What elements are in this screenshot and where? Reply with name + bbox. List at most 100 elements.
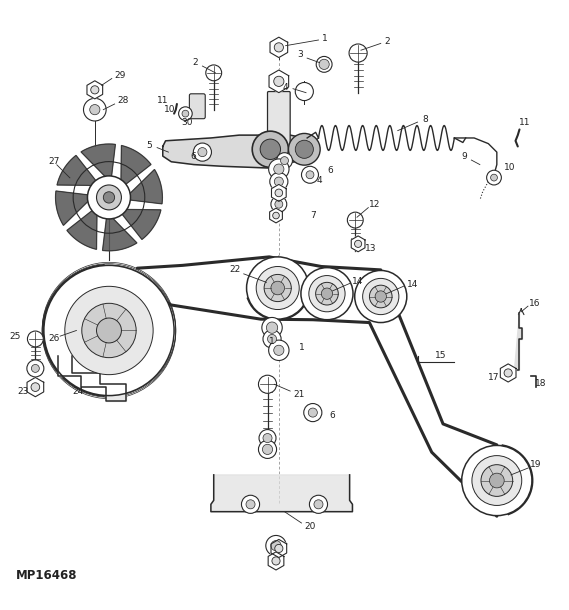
Circle shape: [267, 334, 277, 343]
Circle shape: [369, 285, 392, 308]
Circle shape: [273, 212, 279, 219]
Text: 20: 20: [304, 522, 316, 531]
Circle shape: [481, 465, 513, 497]
Text: 27: 27: [48, 157, 59, 166]
Text: 10: 10: [164, 105, 175, 114]
Circle shape: [31, 382, 40, 392]
Polygon shape: [27, 378, 44, 396]
Polygon shape: [269, 70, 288, 93]
Circle shape: [206, 65, 222, 81]
Text: MP16468: MP16468: [15, 569, 77, 582]
Circle shape: [82, 303, 136, 357]
Polygon shape: [81, 144, 116, 181]
Circle shape: [295, 82, 314, 101]
Circle shape: [306, 171, 314, 179]
Circle shape: [288, 134, 320, 165]
Circle shape: [65, 286, 153, 375]
Circle shape: [486, 170, 501, 185]
Text: 11: 11: [519, 118, 530, 127]
Circle shape: [270, 173, 288, 190]
Circle shape: [354, 240, 362, 248]
Circle shape: [275, 189, 283, 196]
Polygon shape: [102, 214, 137, 251]
Circle shape: [44, 265, 174, 396]
Text: 10: 10: [504, 163, 516, 173]
Polygon shape: [271, 539, 287, 558]
Polygon shape: [119, 209, 161, 239]
Text: 2: 2: [192, 58, 198, 67]
FancyBboxPatch shape: [267, 92, 290, 148]
Circle shape: [362, 278, 399, 315]
Text: 6: 6: [190, 152, 196, 161]
Circle shape: [309, 276, 345, 312]
Text: 1: 1: [299, 343, 304, 352]
Circle shape: [97, 318, 121, 343]
Text: 6: 6: [330, 411, 336, 420]
Circle shape: [88, 176, 130, 219]
Circle shape: [266, 536, 286, 556]
Circle shape: [347, 212, 363, 228]
Circle shape: [472, 456, 522, 506]
Circle shape: [259, 429, 276, 447]
Text: 2: 2: [385, 37, 390, 46]
Circle shape: [266, 322, 278, 333]
Circle shape: [246, 257, 309, 319]
Polygon shape: [211, 475, 352, 512]
Text: 15: 15: [435, 351, 446, 361]
Text: 4: 4: [283, 82, 288, 92]
Circle shape: [246, 500, 255, 509]
Circle shape: [316, 57, 332, 72]
Polygon shape: [514, 314, 522, 370]
Circle shape: [316, 282, 339, 305]
Text: 28: 28: [117, 96, 129, 105]
Polygon shape: [87, 81, 102, 99]
Text: 4: 4: [317, 176, 323, 185]
Text: 26: 26: [48, 334, 59, 343]
Text: 14: 14: [352, 277, 364, 285]
Text: 19: 19: [530, 460, 541, 469]
Text: 1: 1: [269, 337, 275, 346]
Text: 17: 17: [488, 373, 500, 382]
Text: 6: 6: [327, 166, 333, 174]
Circle shape: [241, 495, 259, 514]
Circle shape: [461, 445, 532, 515]
Text: 3: 3: [298, 50, 303, 59]
Polygon shape: [268, 552, 284, 570]
Circle shape: [504, 369, 512, 377]
Circle shape: [269, 340, 289, 361]
Circle shape: [274, 43, 283, 52]
Text: 30: 30: [182, 118, 193, 127]
Circle shape: [490, 174, 497, 181]
Circle shape: [354, 270, 407, 323]
Text: 29: 29: [114, 71, 126, 80]
Circle shape: [304, 404, 322, 422]
Text: 22: 22: [230, 265, 241, 275]
Circle shape: [182, 110, 189, 117]
Polygon shape: [163, 135, 310, 168]
Polygon shape: [500, 364, 516, 382]
Polygon shape: [56, 191, 92, 225]
Text: 18: 18: [535, 379, 546, 387]
Polygon shape: [271, 184, 286, 201]
Circle shape: [198, 148, 207, 157]
Circle shape: [302, 167, 319, 183]
Circle shape: [260, 139, 281, 159]
Text: 16: 16: [529, 300, 541, 309]
Circle shape: [271, 196, 287, 212]
Polygon shape: [121, 146, 151, 187]
Text: 5: 5: [146, 141, 152, 150]
FancyBboxPatch shape: [189, 94, 205, 119]
Circle shape: [84, 98, 106, 121]
Circle shape: [275, 544, 283, 553]
Text: 8: 8: [422, 115, 428, 124]
Text: 14: 14: [407, 279, 418, 289]
Circle shape: [252, 131, 288, 167]
Circle shape: [27, 360, 44, 377]
Circle shape: [274, 177, 283, 186]
Text: 23: 23: [17, 387, 28, 395]
Circle shape: [271, 540, 281, 551]
Circle shape: [27, 331, 43, 347]
Circle shape: [256, 267, 299, 309]
Circle shape: [272, 557, 280, 565]
Circle shape: [310, 495, 328, 514]
